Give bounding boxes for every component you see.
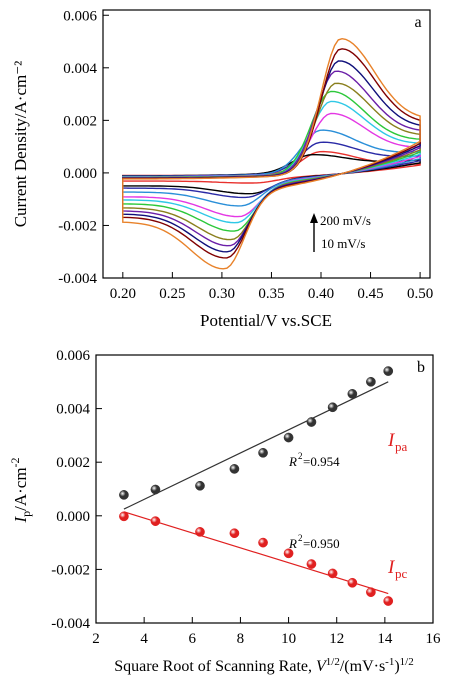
r2-ipa-symbol: R — [288, 454, 297, 469]
ipc-label-sub: pc — [395, 566, 408, 581]
panel-a-y-tick-label: 0.006 — [63, 8, 97, 24]
data-point-ipa — [347, 389, 358, 399]
data-point-ipc — [150, 516, 161, 527]
cv-curve — [122, 141, 421, 199]
data-point-ipc — [327, 568, 338, 579]
panel-b-y-ticks: -0.004 -0.002 0.000 0.002 0.004 0.006 — [51, 348, 102, 632]
cv-curve — [122, 37, 421, 270]
scan-rate-arrow — [310, 213, 318, 252]
cv-curve — [122, 60, 421, 253]
data-point-ipa — [119, 490, 129, 500]
r2-ipc-symbol: R — [288, 536, 297, 551]
data-point-ipa — [229, 464, 240, 474]
panel-a-x-tick-label: 0.20 — [110, 286, 136, 302]
panel-a-y-tick-label: 0.004 — [63, 61, 97, 77]
panel-a-curves — [122, 37, 421, 270]
data-point-ipa — [306, 417, 317, 427]
data-point-ipa — [195, 480, 205, 491]
panel-b-x-tick-label: 10 — [281, 631, 296, 647]
r2-ipc-superscript: 2 — [298, 533, 303, 543]
data-point-ipc — [258, 537, 268, 548]
ipc-label-main: I — [387, 557, 396, 578]
panel-b-x-tick-label: 2 — [92, 631, 100, 647]
panel-b-x-tick-label: 4 — [140, 631, 148, 647]
annotation-low-rate: 10 mV/s — [321, 236, 365, 251]
r2-ipc-annotation: R 2 =0.950 — [288, 533, 340, 551]
panel-b-x-tick-label: 8 — [237, 631, 245, 647]
data-point-ipa — [258, 447, 268, 458]
data-point-ipc — [347, 577, 358, 588]
data-point-ipa — [283, 432, 294, 443]
panel-b-x-tick-label: 12 — [329, 631, 344, 647]
data-point-ipc — [283, 548, 294, 559]
r2-ipc-value: =0.950 — [303, 536, 340, 551]
panel-a-x-tick-label: 0.25 — [159, 286, 185, 302]
data-point-ipc — [366, 587, 376, 598]
fit-line-ipc — [123, 511, 389, 595]
panel-b-y-axis-label: Ip/A·cm-2 — [8, 457, 33, 523]
data-point-ipc — [229, 528, 240, 539]
ipa-label-sub: pa — [395, 439, 408, 454]
cv-curve — [122, 70, 421, 247]
data-point-ipa — [366, 376, 376, 387]
ipa-label: I pa — [387, 430, 408, 454]
ipa-label-main: I — [387, 430, 396, 451]
panel-b-y-tick-label: 0.002 — [56, 455, 90, 471]
panel-b-y-tick-label: -0.002 — [51, 562, 90, 578]
panel-b-x-tick-label: 16 — [426, 631, 442, 647]
fit-line-ipa — [123, 381, 389, 510]
r2-ipa-superscript: 2 — [298, 451, 303, 461]
panel-b-x-ticks: 2 4 6 8 10 12 14 16 — [92, 617, 441, 647]
panel-a-y-ticks: -0.004 -0.002 0.000 0.002 0.004 0.006 — [58, 8, 109, 287]
data-point-ipa — [150, 484, 161, 495]
panel-a-letter: a — [414, 14, 421, 31]
data-point-ipc — [195, 527, 205, 537]
panel-a-x-tick-label: 0.45 — [357, 286, 383, 302]
panel-b: b 2 4 6 8 10 12 14 16 -0.004 -0.002 0.000 0.002 0.0… — [8, 348, 441, 675]
data-point-ipc — [383, 596, 394, 606]
panel-a-y-axis-label: Current Density/A·cm⁻² — [11, 61, 30, 228]
data-point-ipc — [119, 511, 129, 522]
panel-b-y-tick-label: 0.000 — [56, 509, 90, 525]
data-point-ipa — [383, 366, 394, 376]
panel-a-x-tick-label: 0.40 — [308, 286, 334, 302]
panel-b-x-tick-label: 14 — [377, 631, 393, 647]
panel-b-y-tick-label: -0.004 — [51, 616, 90, 632]
r2-ipa-annotation: R 2 =0.954 — [288, 451, 340, 469]
panel-a: a 0.20 0.25 0.30 0.35 0.40 0.45 0.50 -0.004-0.… — [11, 8, 433, 330]
data-point-ipa — [327, 402, 338, 413]
data-point-ipc — [306, 559, 317, 569]
panel-b-marks — [119, 366, 394, 606]
panel-b-x-axis-label: Square Root of Scanning Rate, V1/2/(mV·s… — [114, 656, 413, 675]
panel-a-y-tick-label: -0.004 — [58, 271, 97, 287]
panel-a-frame — [102, 9, 431, 279]
panel-b-y-tick-label: 0.006 — [56, 348, 90, 364]
panel-a-x-axis-label: Potential/V vs.SCE — [200, 311, 332, 330]
panel-b-x-tick-label: 6 — [189, 631, 197, 647]
panel-a-x-ticks: 0.20 0.25 0.30 0.35 0.40 0.45 0.50 — [110, 272, 433, 302]
r2-ipa-value: =0.954 — [303, 454, 340, 469]
panel-a-y-tick-label: 0.000 — [63, 166, 97, 182]
panel-a-x-tick-label: 0.30 — [209, 286, 235, 302]
ipc-label: I pc — [387, 557, 408, 581]
panel-a-y-tick-label: -0.002 — [58, 218, 97, 234]
panel-b-frame — [95, 354, 434, 624]
panel-b-y-tick-label: 0.004 — [56, 402, 90, 418]
scan-rate-arrowhead — [310, 213, 318, 223]
annotation-high-rate: 200 mV/s — [320, 213, 371, 228]
panel-a-x-tick-label: 0.35 — [258, 286, 284, 302]
panel-a-x-tick-label: 0.50 — [407, 286, 433, 302]
panel-a-y-tick-label: 0.002 — [63, 113, 97, 129]
panel-b-letter: b — [417, 359, 425, 376]
